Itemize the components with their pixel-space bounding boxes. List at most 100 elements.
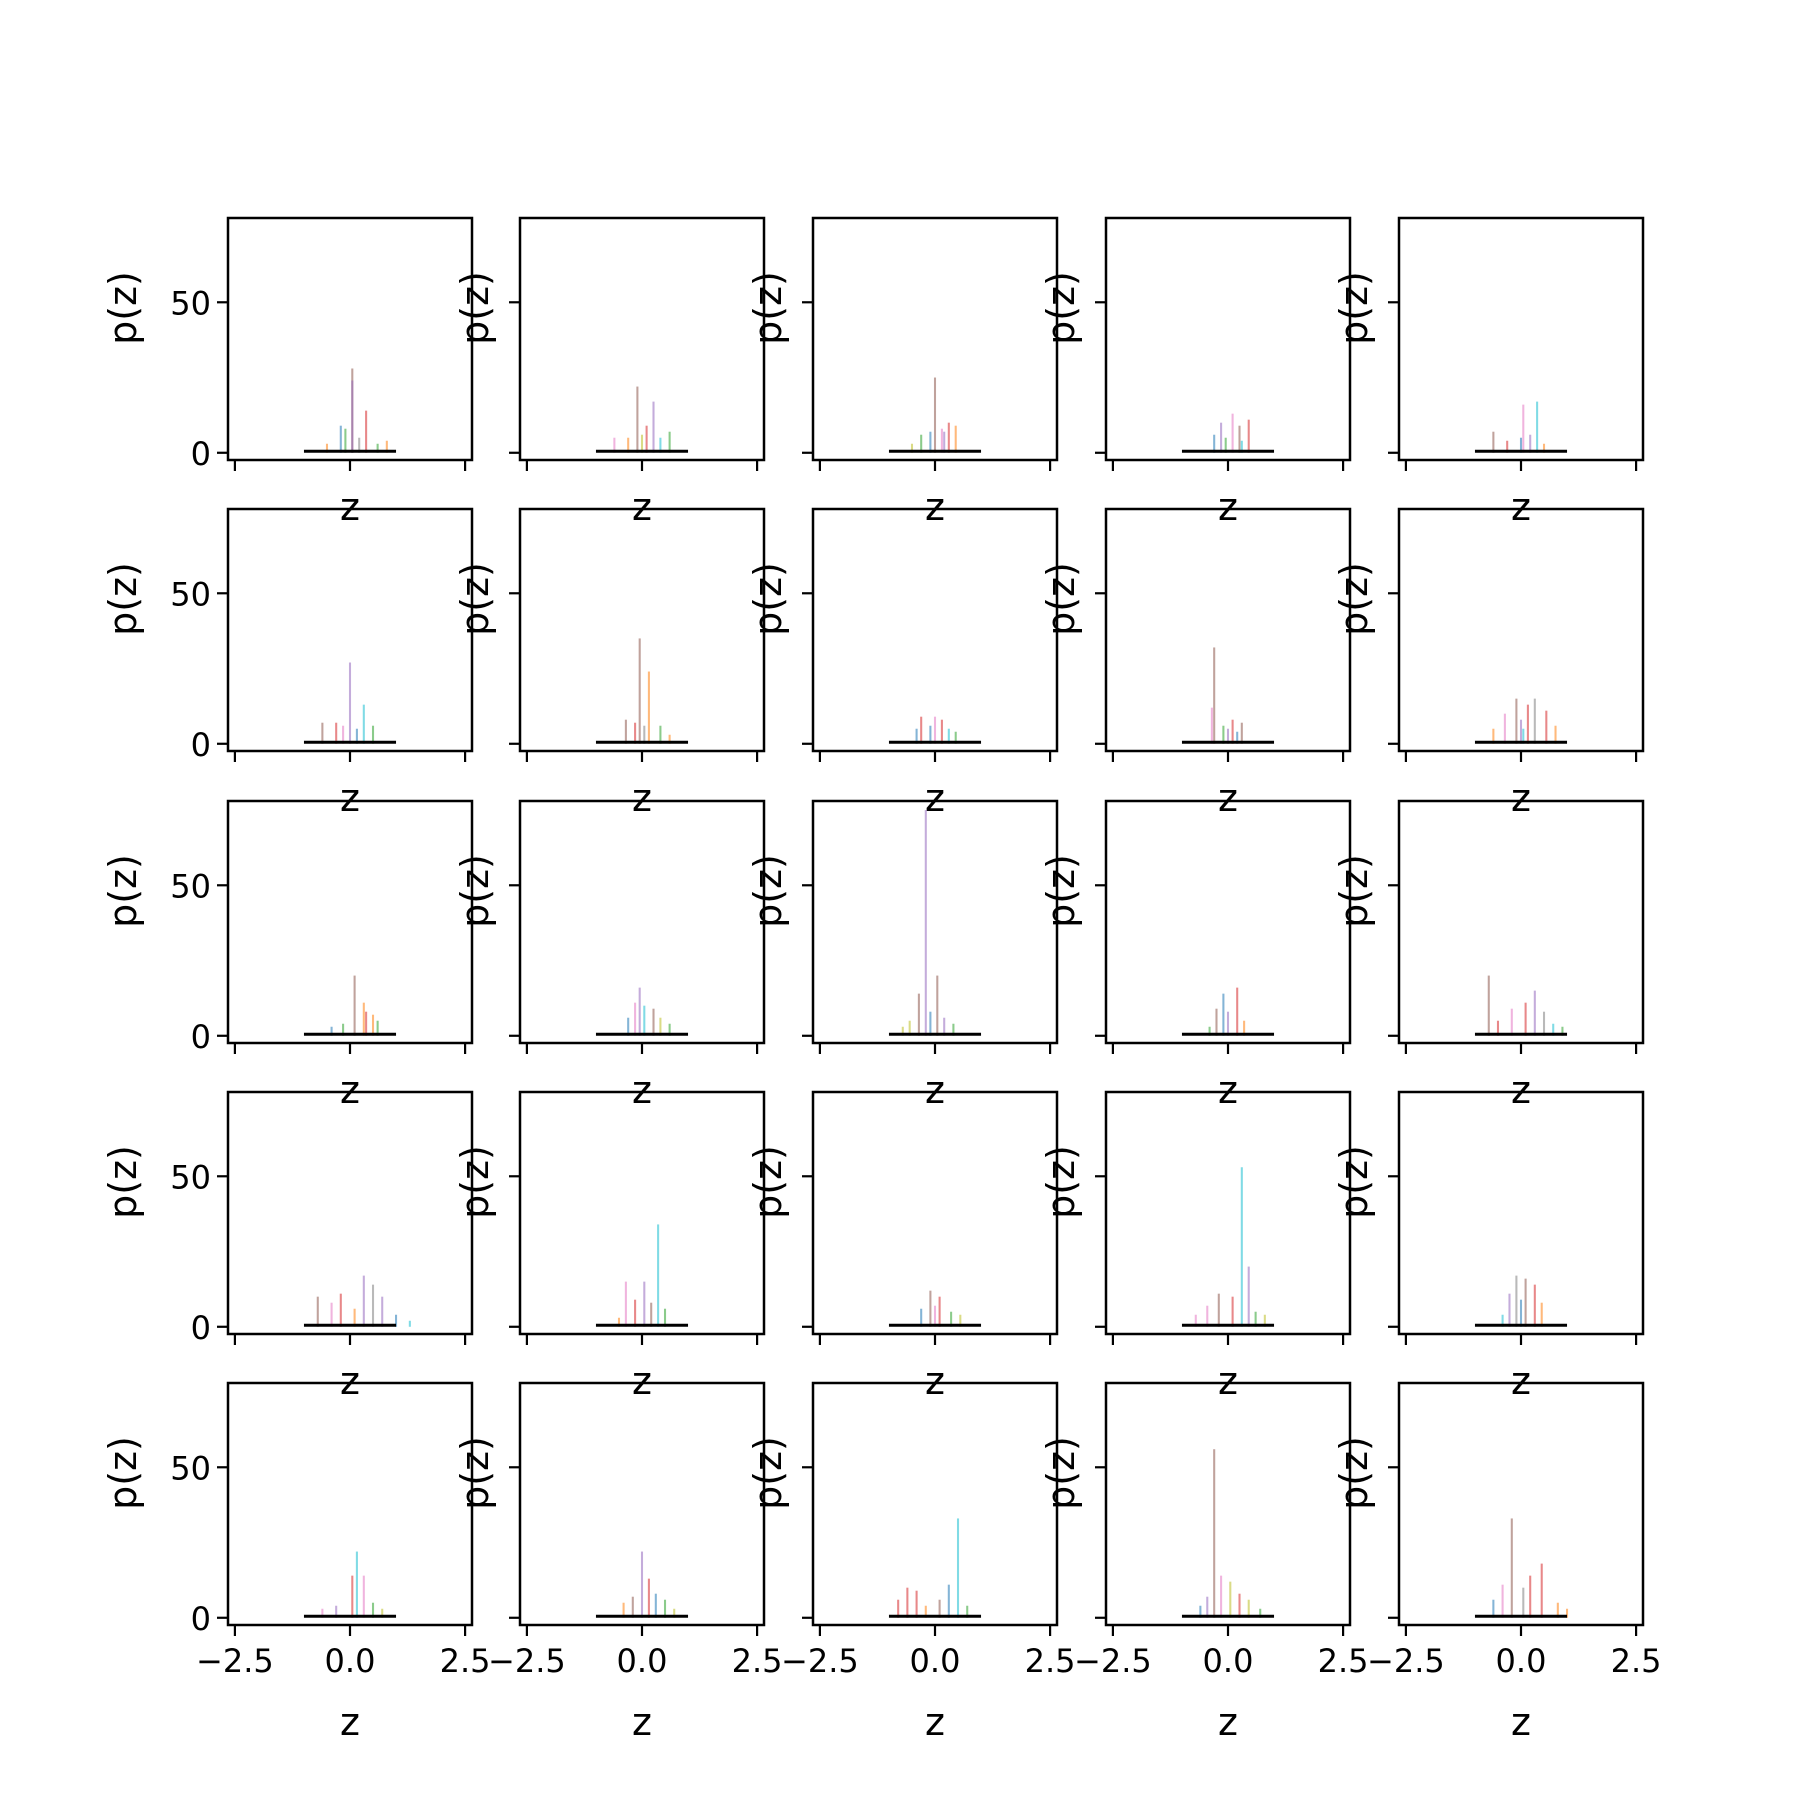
x-axis-label: z [1511,1068,1531,1112]
histogram-bar [638,638,641,744]
histogram-bar [371,725,375,744]
histogram-bar [668,1023,671,1036]
axes-frame [811,1381,1059,1627]
y-tick-label: 50 [170,284,211,322]
histogram-bar [640,434,644,453]
axes-frame [226,1381,474,1627]
subplot-1-5: z p(z) [1332,216,1645,529]
histogram-bar [1492,1599,1495,1618]
histogram-bar [1554,725,1557,744]
histogram-bar [1561,1026,1564,1036]
x-tick-label: −2.5 [488,1642,566,1680]
histogram-bar [1254,1311,1257,1327]
subplot-panels: 0 50 z p(z) z p(z) z p(z) z p(z) z p(z) 0 50 z p(z) z p(z… [101,216,1662,1744]
histogram-bar [938,1599,941,1618]
histogram-bar [1529,434,1532,453]
histogram-bar [1213,434,1216,453]
axes-frame [1397,507,1645,753]
plot-area [303,975,397,1036]
plot-area [303,662,397,744]
histogram-bar [668,734,671,744]
x-tick-label: −2.5 [781,1642,859,1680]
histogram-bar [362,1575,365,1618]
y-axis-label: p(z) [101,562,145,636]
x-tick-label: −2.5 [196,1642,274,1680]
histogram-bar [659,1017,662,1036]
histogram-bar [652,1008,655,1036]
x-axis-label: z [340,1359,360,1403]
histogram-bar [1536,401,1539,453]
histogram-bar [1236,731,1239,744]
histogram-bar [365,410,368,453]
histogram-bar [910,443,914,453]
histogram-bar [1492,728,1495,744]
histogram-bar [929,1011,932,1036]
x-axis-label: z [632,776,652,820]
x-axis-label: z [1218,776,1238,820]
histogram-bar [908,1020,911,1036]
histogram-bar [1519,719,1523,744]
histogram-bar [1501,1584,1504,1618]
y-axis-label: p(z) [1332,1436,1376,1510]
histogram-bar [1533,990,1536,1036]
histogram-bar [933,716,937,744]
y-axis-label: p(z) [1039,271,1083,345]
histogram-bar [933,377,937,453]
histogram-bar [1522,728,1525,744]
plot-area [1474,401,1568,453]
plot-area [1474,1275,1568,1327]
subplot-4-3: z p(z) [746,1090,1059,1403]
histogram-bar [645,425,648,453]
subplot-5-3: −2.5 0.0 2.5 z p(z) [746,1381,1076,1744]
histogram-bar [1540,1563,1543,1618]
histogram-bar [947,728,950,744]
x-axis-label: z [340,1700,360,1744]
subplot-2-4: z p(z) [1039,507,1352,820]
histogram-bar [624,719,627,744]
subplot-1-2: z p(z) [453,216,766,529]
y-tick-label: 0 [191,1018,211,1056]
histogram-bar [342,1023,345,1036]
histogram-bar [897,1599,900,1618]
histogram-bar [1231,413,1234,453]
histogram-bar [1247,1266,1250,1327]
histogram-bar [1247,419,1250,453]
plot-area [303,368,397,453]
histogram-bar [376,1020,379,1036]
y-axis-label: p(z) [101,1145,145,1219]
x-axis-label: z [925,1068,945,1112]
histogram-bar [1515,698,1518,744]
axes-frame [1397,799,1645,1045]
y-axis-label: p(z) [453,271,497,345]
histogram-bar [316,1296,319,1327]
histogram-bar [627,1017,630,1036]
histogram-bar [920,1308,923,1327]
subplot-4-4: z p(z) [1039,1090,1352,1403]
histogram-bar [342,725,345,744]
x-tick-label: 0.0 [325,1642,376,1680]
y-tick-label: 0 [191,1600,211,1638]
histogram-bar [1545,710,1548,744]
histogram-bar [348,662,352,744]
subplot-4-1: 0 50 z p(z) [101,1090,474,1403]
histogram-bar [1217,1293,1220,1327]
x-axis-label: z [340,485,360,529]
axes-frame [1104,799,1352,1045]
histogram-bar [362,1275,365,1327]
histogram-bar [643,725,646,744]
y-tick-label: 0 [191,1309,211,1347]
x-axis-label: z [925,1700,945,1744]
histogram-bar [362,1002,365,1036]
histogram-bar [376,443,379,453]
histogram-bar [1508,1293,1511,1327]
y-tick-label: 50 [170,1449,211,1487]
histogram-bar [929,431,932,453]
histogram-bar [1522,1587,1525,1618]
subplot-5-2: −2.5 0.0 2.5 z p(z) [453,1381,783,1744]
subplot-2-2: z p(z) [453,507,766,820]
histogram-bar [1220,1575,1223,1618]
histogram-bar [1503,713,1506,744]
plot-area [888,377,982,453]
histogram-bar [339,425,342,453]
y-axis-label: p(z) [453,854,497,928]
